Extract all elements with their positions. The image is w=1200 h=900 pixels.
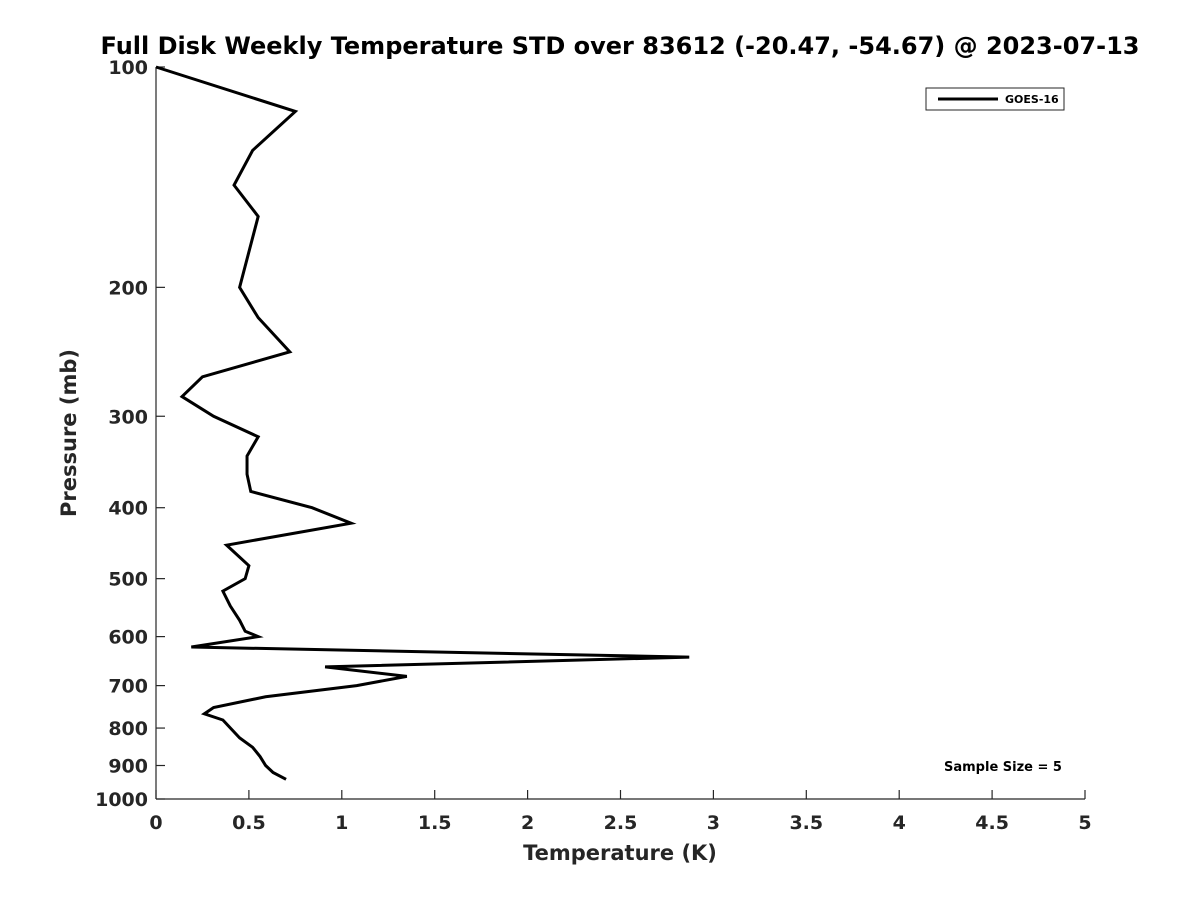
x-tick-label: 3 [707,812,720,834]
y-tick-label: 1000 [95,789,148,811]
x-tick-label: 4 [893,812,906,834]
y-tick-label: 500 [108,569,148,591]
sample-size-annotation: Sample Size = 5 [944,760,1062,775]
y-tick-label: 600 [108,627,148,649]
x-axis-label: Temperature (K) [523,841,717,865]
x-tick-label: 0 [149,812,162,834]
y-tick-label: 400 [108,498,148,520]
y-axis-label: Pressure (mb) [57,349,81,517]
legend-entry-goes-16: GOES-16 [1005,93,1059,106]
x-tick-label: 1 [335,812,348,834]
y-tick-label: 200 [108,277,148,299]
y-tick-label: 100 [108,57,148,79]
x-tick-label: 4.5 [975,812,1009,834]
x-tick-label: 3.5 [789,812,823,834]
series-layer [155,65,690,781]
x-tick-label: 5 [1078,812,1091,834]
legend: GOES-16 [925,87,1065,111]
y-tick-label: 800 [108,718,148,740]
x-tick-label: 2 [521,812,534,834]
y-tick-label: 900 [108,756,148,778]
series-line-goes-16 [155,65,690,781]
y-tick-label: 300 [108,406,148,428]
y-axis-ticks: 100 200 300 400 500 600 700 800 900 1000 [95,57,165,811]
x-tick-label: 0.5 [232,812,266,834]
x-tick-label: 1.5 [418,812,452,834]
x-tick-label: 2.5 [604,812,638,834]
x-axis-ticks: 0 0.5 1 1.5 2 2.5 3 3.5 4 4.5 5 [149,790,1092,834]
chart-title: Full Disk Weekly Temperature STD over 83… [101,32,1140,60]
y-tick-label: 700 [108,676,148,698]
